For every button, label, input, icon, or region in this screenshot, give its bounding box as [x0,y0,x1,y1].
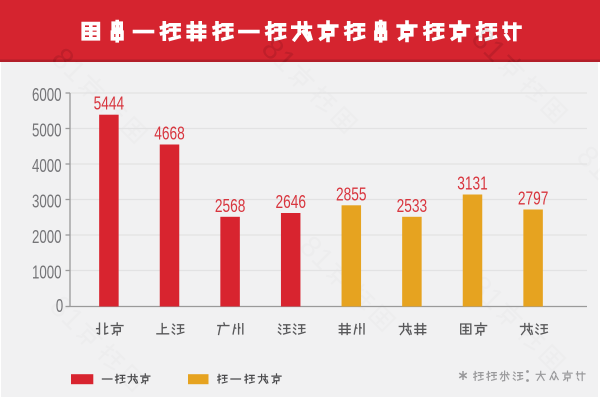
svg-text:4000: 4000 [32,156,62,176]
svg-text:2797: 2797 [518,189,549,209]
svg-text:2533: 2533 [397,196,428,216]
svg-text:0: 0 [56,296,63,316]
svg-text:5000: 5000 [32,121,62,141]
svg-text:5444: 5444 [94,94,125,114]
svg-text:3131: 3131 [457,174,488,194]
svg-text:1000: 1000 [32,263,62,283]
svg-text:2568: 2568 [215,196,246,216]
svg-text:2000: 2000 [32,227,62,247]
svg-text:6000: 6000 [32,85,62,105]
svg-text:3000: 3000 [32,192,62,212]
svg-text:4668: 4668 [154,124,185,144]
svg-text:2646: 2646 [275,192,306,212]
svg-text:2855: 2855 [336,184,367,204]
